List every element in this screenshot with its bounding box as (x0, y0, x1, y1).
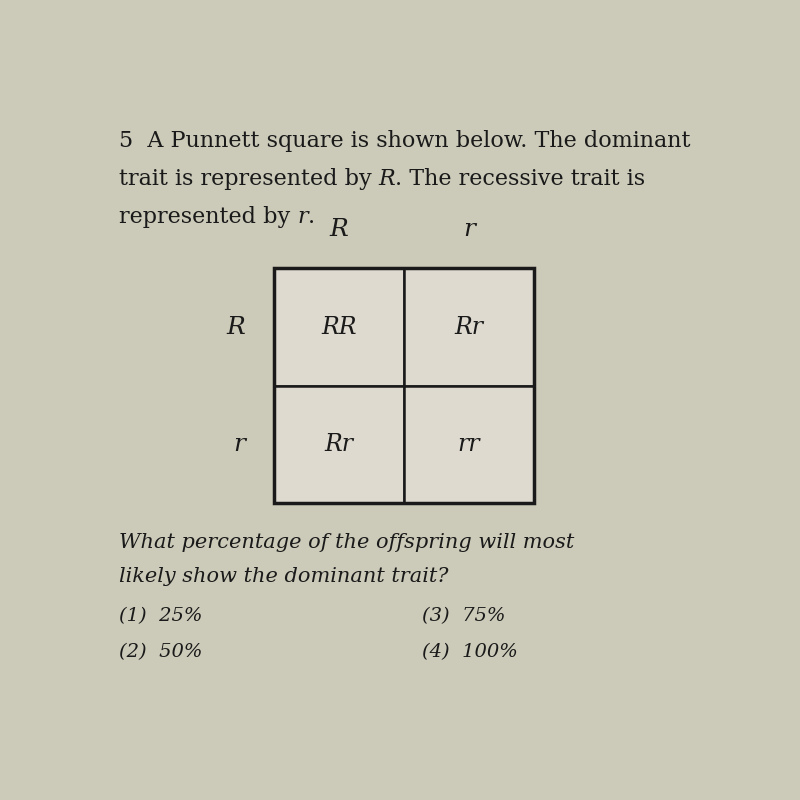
Text: rr: rr (458, 433, 480, 455)
Text: (4)  100%: (4) 100% (422, 643, 518, 661)
Bar (404, 386, 534, 502)
Text: r: r (463, 218, 475, 241)
Bar (404, 269, 534, 386)
Text: R: R (227, 315, 246, 338)
Text: Rr: Rr (324, 433, 354, 455)
Text: RR: RR (321, 315, 357, 338)
Bar (274, 269, 404, 386)
Text: (3)  75%: (3) 75% (422, 607, 506, 626)
Text: R: R (330, 218, 348, 241)
Text: R: R (378, 168, 395, 190)
Bar (274, 386, 404, 502)
Text: . The recessive trait is: . The recessive trait is (395, 168, 646, 190)
Bar (274, 269, 534, 502)
Text: What percentage of the offspring will most: What percentage of the offspring will mo… (118, 534, 574, 552)
Text: .: . (308, 206, 314, 228)
Text: trait is represented by: trait is represented by (118, 168, 378, 190)
Text: Rr: Rr (454, 315, 483, 338)
Text: r: r (297, 206, 308, 228)
Text: (1)  25%: (1) 25% (118, 607, 202, 626)
Text: 5  A Punnett square is shown below. The dominant: 5 A Punnett square is shown below. The d… (118, 130, 690, 152)
Text: represented by: represented by (118, 206, 297, 228)
Text: likely show the dominant trait?: likely show the dominant trait? (118, 567, 448, 586)
Text: r: r (234, 433, 246, 455)
Text: (2)  50%: (2) 50% (118, 643, 202, 661)
